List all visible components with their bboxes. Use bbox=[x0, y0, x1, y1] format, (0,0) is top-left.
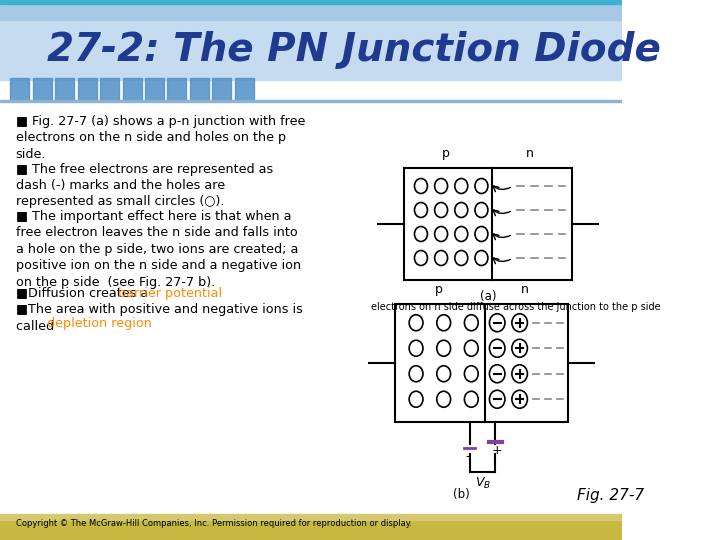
Bar bbox=[395, 304, 568, 422]
Text: 27-2: The PN Junction Diode: 27-2: The PN Junction Diode bbox=[48, 31, 662, 69]
Text: (a): (a) bbox=[480, 290, 496, 303]
Bar bbox=[100, 78, 119, 100]
Bar bbox=[78, 78, 96, 100]
Text: barrier potential: barrier potential bbox=[118, 287, 222, 300]
Text: ■ The important effect here is that when a
free electron leaves the n side and f: ■ The important effect here is that when… bbox=[16, 210, 301, 289]
Text: ■ The free electrons are represented as
dash (-) marks and the holes are
represe: ■ The free electrons are represented as … bbox=[16, 163, 273, 208]
Text: +: + bbox=[492, 444, 503, 457]
Bar bbox=[55, 78, 74, 100]
Text: ■ Fig. 27-7 (a) shows a p-n junction with free
electrons on the n side and holes: ■ Fig. 27-7 (a) shows a p-n junction wit… bbox=[16, 115, 305, 161]
Bar bbox=[404, 168, 572, 280]
Text: n: n bbox=[521, 283, 528, 296]
Text: Copyright © The McGraw-Hill Companies, Inc. Permission required for reproduction: Copyright © The McGraw-Hill Companies, I… bbox=[16, 519, 412, 528]
Bar bbox=[190, 78, 209, 100]
Text: $V_B$: $V_B$ bbox=[474, 476, 490, 491]
Text: (b): (b) bbox=[453, 488, 469, 501]
Bar bbox=[212, 78, 231, 100]
Text: p: p bbox=[442, 147, 450, 160]
Bar bbox=[0, 0, 621, 4]
Text: Fig. 27-7: Fig. 27-7 bbox=[577, 488, 644, 503]
Bar bbox=[0, 0, 621, 20]
Bar bbox=[0, 514, 621, 520]
Bar bbox=[33, 78, 52, 100]
Bar bbox=[10, 78, 30, 100]
Text: n: n bbox=[526, 147, 534, 160]
Bar bbox=[0, 0, 621, 80]
Bar bbox=[0, 518, 621, 540]
Text: depletion region: depletion region bbox=[48, 318, 153, 330]
Text: ■The area with positive and negative ions is
called: ■The area with positive and negative ion… bbox=[16, 303, 302, 333]
Bar bbox=[168, 78, 186, 100]
Text: electrons on n side diffuse across the junction to the p side: electrons on n side diffuse across the j… bbox=[372, 302, 661, 312]
Text: ■Diffusion creates a: ■Diffusion creates a bbox=[16, 287, 152, 300]
Bar bbox=[145, 78, 164, 100]
Bar bbox=[122, 78, 142, 100]
Text: p: p bbox=[435, 283, 443, 296]
Bar bbox=[235, 78, 253, 100]
Bar bbox=[0, 100, 621, 102]
Text: -: - bbox=[466, 450, 470, 463]
